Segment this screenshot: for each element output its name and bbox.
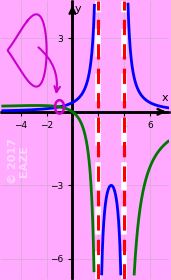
Text: x: x xyxy=(162,93,169,103)
Text: y: y xyxy=(75,4,82,14)
Text: © 2017
EAZE: © 2017 EAZE xyxy=(7,138,29,184)
